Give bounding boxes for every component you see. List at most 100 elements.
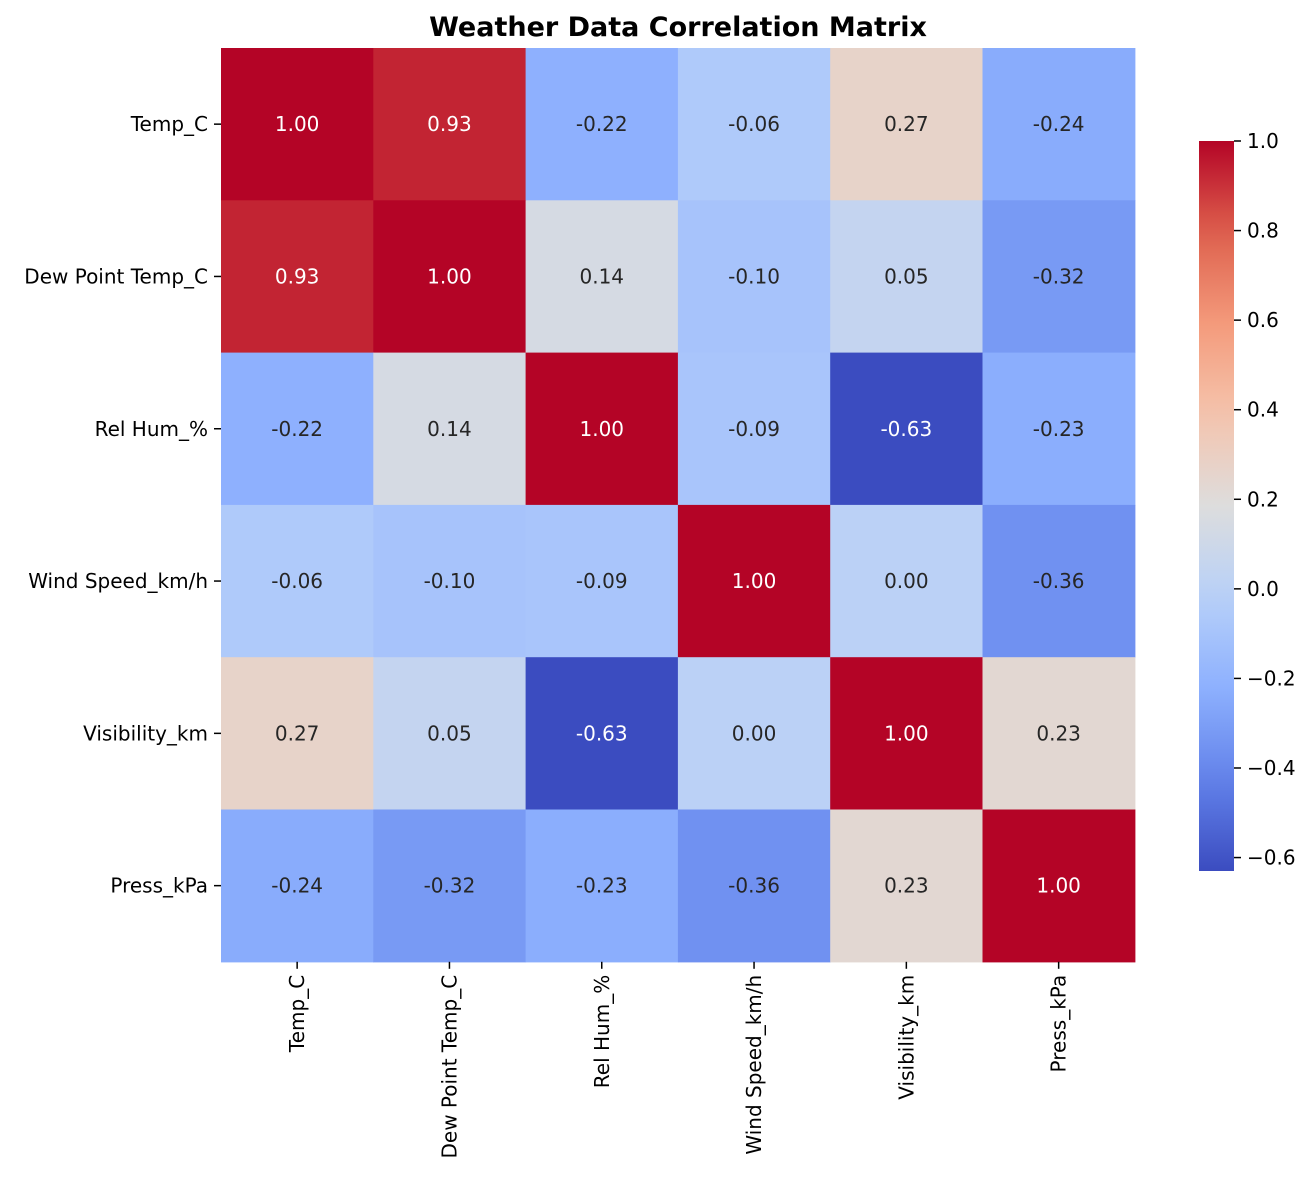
cell-value-label: -0.22 — [271, 417, 323, 441]
cell-value-label: 1.00 — [579, 417, 624, 441]
cell-value-label: -0.09 — [728, 417, 780, 441]
heatmap-cell — [525, 48, 679, 201]
heatmap-cell — [525, 352, 679, 506]
cell-value-label: -0.09 — [576, 569, 628, 593]
colorbar-tick-label: 0.0 — [1247, 577, 1279, 601]
cell-value-label: 0.93 — [427, 112, 472, 136]
heatmap-cells: 1.00 0.93 -0.22 -0.06 0.27 -0.24 0.93 1.00 0.14 -… — [221, 48, 1136, 963]
column-tick-label: Dew Point Temp_C — [437, 975, 461, 1159]
heatmap-cell — [982, 200, 1136, 354]
heatmap-cell — [830, 48, 984, 201]
cell-value-label: -0.06 — [271, 569, 323, 593]
heatmap-cell — [373, 504, 527, 658]
column-tick-label: Rel Hum_% — [590, 975, 614, 1088]
cell-value-label: -0.24 — [271, 874, 323, 898]
cell-value-label: -0.36 — [728, 874, 780, 898]
cell-value-label: 0.27 — [884, 112, 929, 136]
heatmap-cell — [525, 504, 679, 658]
row-tick-label: Dew Point Temp_C — [24, 264, 208, 288]
row-tick-label: Wind Speed_km/h — [28, 569, 208, 593]
cell-value-label: 0.05 — [427, 721, 472, 745]
column-tick-label: Wind Speed_km/h — [742, 975, 766, 1155]
heatmap-cell — [677, 48, 831, 201]
cell-value-label: 1.00 — [1036, 874, 1081, 898]
heatmap-cell — [982, 48, 1136, 201]
cell-value-label: 0.23 — [1036, 721, 1081, 745]
cell-value-label: -0.63 — [576, 721, 628, 745]
cell-value-label: 0.05 — [884, 264, 929, 288]
column-tick-label: Visibility_km — [894, 975, 918, 1100]
heatmap-cell — [221, 809, 374, 963]
colorbar-tick-label: 0.4 — [1247, 398, 1279, 422]
row-tick-labels: Temp_C Dew Point Temp_C Rel Hum_% Wind Spee… — [24, 112, 221, 898]
heatmap-cell — [677, 657, 831, 811]
cell-value-label: -0.36 — [1033, 569, 1085, 593]
heatmap-cell — [373, 657, 527, 811]
cell-value-label: 0.23 — [884, 874, 929, 898]
heatmap-cell — [982, 809, 1136, 963]
heatmap-cell — [373, 352, 527, 506]
heatmap-cell — [677, 504, 831, 658]
heatmap-cell — [525, 200, 679, 354]
heatmap-cell — [830, 352, 984, 506]
cell-value-label: -0.24 — [1033, 112, 1085, 136]
heatmap-cell — [830, 200, 984, 354]
colorbar-gradient — [1199, 141, 1234, 871]
heatmap-cell — [221, 48, 374, 201]
heatmap-cell — [677, 352, 831, 506]
column-tick-label: Press_kPa — [1047, 975, 1071, 1073]
chart-title: Weather Data Correlation Matrix — [429, 12, 927, 43]
cell-value-label: 0.14 — [579, 264, 624, 288]
heatmap-cell — [677, 200, 831, 354]
heatmap-cell — [677, 809, 831, 963]
cell-value-label: -0.32 — [424, 874, 476, 898]
row-tick-label: Press_kPa — [110, 874, 208, 898]
cell-value-label: 0.00 — [732, 721, 777, 745]
cell-value-label: 1.00 — [732, 569, 777, 593]
heatmap-cell — [982, 504, 1136, 658]
heatmap-cell — [982, 657, 1136, 811]
heatmap-cell — [525, 809, 679, 963]
heatmap-cell — [830, 504, 984, 658]
colorbar-tick-label: 0.2 — [1247, 487, 1279, 511]
heatmap-cell — [373, 809, 527, 963]
cell-value-label: -0.63 — [880, 417, 932, 441]
colorbar-tick-label: −0.6 — [1247, 846, 1296, 870]
cell-value-label: 1.00 — [427, 264, 472, 288]
cell-value-label: -0.22 — [576, 112, 628, 136]
cell-value-label: 0.14 — [427, 417, 472, 441]
heatmap-cell — [221, 200, 374, 354]
cell-value-label: 0.00 — [884, 569, 929, 593]
cell-value-label: 1.00 — [884, 721, 929, 745]
colorbar: 1.0 0.8 0.6 0.4 0.2 0.0 −0.2 −0.4 −0.6 — [1199, 129, 1296, 871]
heatmap-cell — [830, 657, 984, 811]
heatmap-cell — [982, 352, 1136, 506]
colorbar-tick-label: 0.6 — [1247, 308, 1279, 332]
heatmap-cell — [830, 809, 984, 963]
column-tick-labels: Temp_C Dew Point Temp_C Rel Hum_% Wind Spee… — [285, 961, 1071, 1159]
row-tick-label: Visibility_km — [83, 721, 208, 745]
row-tick-label: Rel Hum_% — [95, 417, 208, 441]
colorbar-tick-label: −0.2 — [1247, 666, 1296, 690]
heatmap-cell — [525, 657, 679, 811]
heatmap-cell — [373, 200, 527, 354]
cell-value-label: -0.32 — [1033, 264, 1085, 288]
colorbar-tick-label: −0.4 — [1247, 756, 1296, 780]
colorbar-tick-label: 1.0 — [1247, 129, 1279, 153]
heatmap-cell — [221, 657, 374, 811]
cell-value-label: 0.93 — [275, 264, 320, 288]
cell-value-label: -0.23 — [576, 874, 628, 898]
cell-value-label: 0.27 — [275, 721, 320, 745]
cell-value-label: -0.10 — [728, 264, 780, 288]
heatmap-cell — [221, 504, 374, 658]
row-tick-label: Temp_C — [130, 112, 208, 136]
cell-value-label: -0.10 — [424, 569, 476, 593]
cell-value-label: 1.00 — [275, 112, 320, 136]
column-tick-label: Temp_C — [285, 975, 309, 1053]
cell-value-label: -0.23 — [1033, 417, 1085, 441]
cell-value-label: -0.06 — [728, 112, 780, 136]
heatmap-cell — [373, 48, 527, 201]
heatmap-cell — [221, 352, 374, 506]
colorbar-tick-label: 0.8 — [1247, 219, 1279, 243]
